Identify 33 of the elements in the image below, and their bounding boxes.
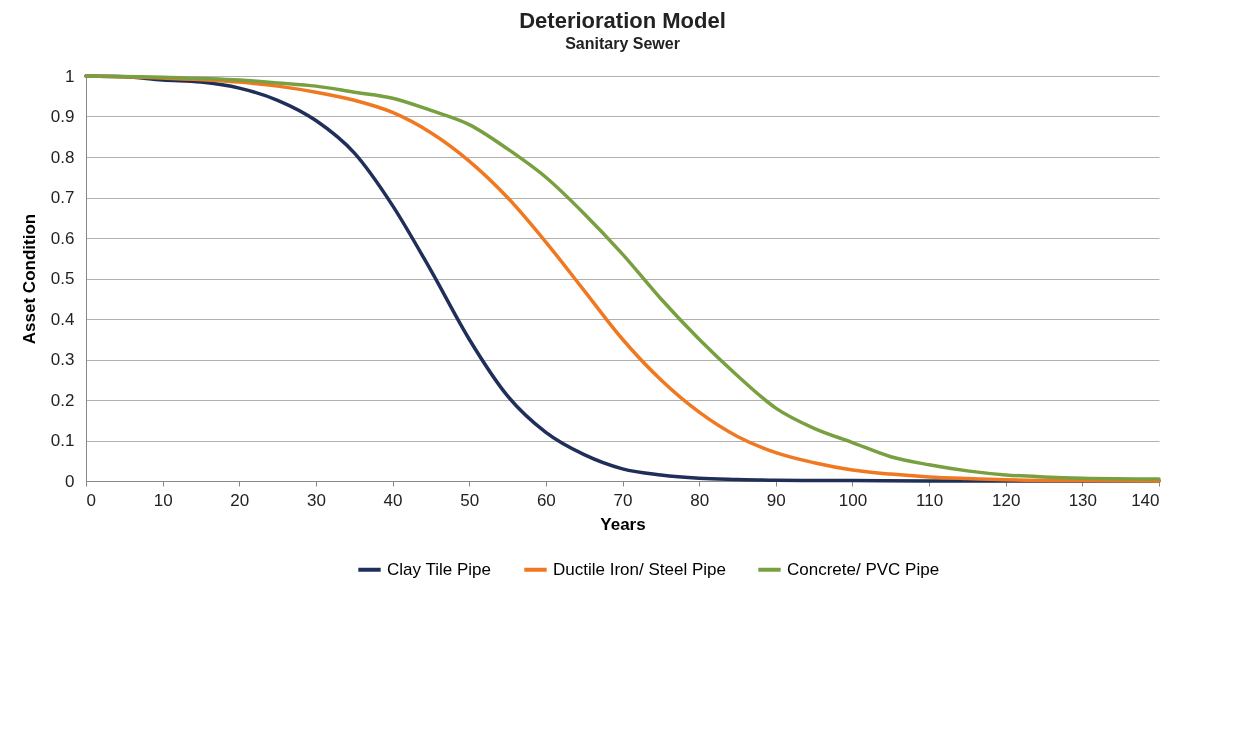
x-tick-label: 120 [992, 490, 1021, 510]
legend-label: Clay Tile Pipe [387, 559, 491, 579]
x-axis-title: Years [600, 514, 646, 534]
x-tick-label: 10 [153, 490, 173, 510]
y-axis-title: Asset Condition [19, 213, 39, 345]
x-tick-label: 140 [1131, 490, 1160, 510]
x-tick-label: 40 [383, 490, 403, 510]
y-tick-label: 0.7 [50, 188, 75, 207]
x-tick-label: 110 [916, 490, 944, 510]
chart-title: Deterioration Model [519, 8, 726, 33]
y-tick-label: 0.6 [50, 228, 75, 248]
x-tick-label: 60 [536, 490, 556, 510]
y-tick-label: 0 [65, 471, 75, 491]
x-tick-label: 130 [1068, 490, 1098, 510]
legend-label: Ductile Iron/ Steel Pipe [553, 559, 726, 579]
x-tick-label: 20 [230, 490, 250, 510]
y-tick-label: 0.2 [50, 390, 75, 410]
y-tick-label: 0.3 [50, 350, 75, 369]
x-tick-label: 30 [306, 490, 326, 510]
x-tick-label: 80 [690, 490, 710, 510]
y-tick-label: 0.4 [50, 309, 75, 329]
x-tick-label: 70 [613, 490, 633, 510]
chart-subtitle: Sanitary Sewer [565, 35, 680, 52]
x-tick-label: 0 [86, 490, 96, 510]
x-tick-label: 100 [838, 490, 868, 510]
y-tick-label: 0.5 [50, 269, 75, 288]
y-tick-label: 1 [65, 66, 75, 86]
y-tick-label: 0.9 [50, 107, 75, 126]
legend-label: Concrete/ PVC Pipe [787, 559, 940, 579]
y-tick-label: 0.8 [50, 147, 75, 167]
x-tick-label: 50 [460, 490, 480, 510]
y-tick-label: 0.1 [50, 431, 75, 450]
x-tick-label: 90 [766, 490, 786, 510]
